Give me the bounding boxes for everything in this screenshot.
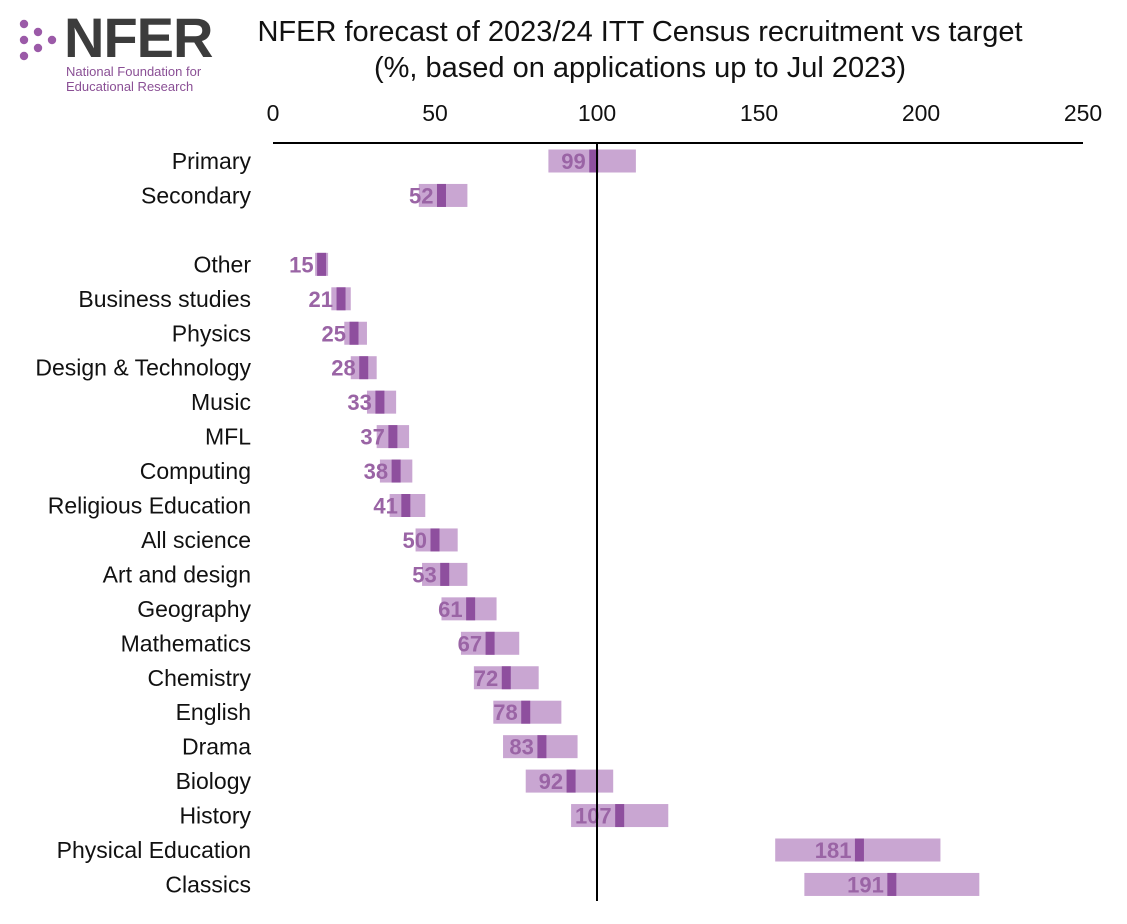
value-label: 38 [364,459,388,484]
category-label: Business studies [78,286,251,312]
x-tick-label: 100 [578,100,616,126]
point-marker [359,356,369,380]
category-label: Classics [165,871,251,897]
point-marker [887,872,897,896]
category-label: History [179,803,251,829]
value-label: 107 [575,804,612,829]
point-marker [466,597,476,621]
category-label: All science [141,527,251,553]
value-label: 92 [539,769,563,794]
logo-subtitle-line-1: National Foundation for [66,64,202,79]
category-label: Design & Technology [35,355,251,381]
value-label: 15 [289,252,313,277]
point-marker [375,390,385,414]
point-marker [589,149,599,173]
category-label: Physics [172,320,251,346]
value-label: 25 [322,321,346,346]
point-marker [401,494,411,517]
logo-dots-icon [19,19,57,61]
point-marker [430,528,440,552]
point-marker [566,769,576,793]
category-label: Other [193,251,251,277]
value-label: 181 [815,838,852,863]
value-label: 61 [438,597,462,622]
value-label: 52 [409,183,433,208]
category-label: MFL [205,424,251,450]
category-label: Computing [140,458,251,484]
point-marker [440,562,450,586]
logo-subtitle: National Foundation for Educational Rese… [66,64,201,94]
value-label: 37 [360,425,384,450]
category-label: Art and design [103,561,251,587]
x-tick-label: 0 [267,100,280,126]
logo-wordmark: NFER [64,6,213,69]
value-label: 67 [458,631,482,656]
point-marker [501,666,511,690]
category-label: Geography [137,596,251,622]
x-tick-label: 150 [740,100,778,126]
value-label: 53 [412,562,436,587]
value-label: 28 [331,356,355,381]
value-label: 83 [509,735,533,760]
value-label: 191 [847,872,884,897]
logo-subtitle-line-2: Educational Research [66,79,194,94]
category-label: Mathematics [121,630,251,656]
point-marker [854,838,864,862]
value-label: 78 [493,700,517,725]
category-label: Chemistry [147,665,251,691]
chart-title-line-1: NFER forecast of 2023/24 ITT Census recr… [257,16,1023,48]
category-label: Music [191,389,251,415]
point-marker [615,804,625,828]
x-tick-label: 200 [902,100,940,126]
value-label: 33 [347,390,371,415]
point-marker [391,459,401,483]
point-marker [485,631,495,655]
category-label: Primary [172,148,252,174]
nfer-logo: NFER National Foundation for Educational… [16,8,236,98]
x-tick-label: 250 [1064,100,1102,126]
category-label: Drama [182,734,251,760]
point-marker [317,252,327,276]
value-label: 21 [309,287,333,312]
value-label: 50 [403,528,427,553]
category-label: English [176,699,251,725]
value-label: 72 [474,666,498,691]
chart-title: NFER forecast of 2023/24 ITT Census recr… [230,14,1050,86]
category-label: Secondary [141,182,251,208]
point-marker [349,321,359,345]
category-label: Physical Education [57,837,251,863]
x-tick-label: 50 [422,100,448,126]
point-marker [436,183,446,207]
value-label: 41 [373,494,397,519]
value-label: 99 [561,149,585,174]
category-label: Biology [176,768,252,794]
point-marker [521,700,531,724]
point-marker [388,425,398,449]
category-label: Religious Education [48,493,251,519]
point-marker [336,287,346,311]
point-marker [537,735,547,759]
chart-title-line-2: (%, based on applications up to Jul 2023… [373,52,906,84]
